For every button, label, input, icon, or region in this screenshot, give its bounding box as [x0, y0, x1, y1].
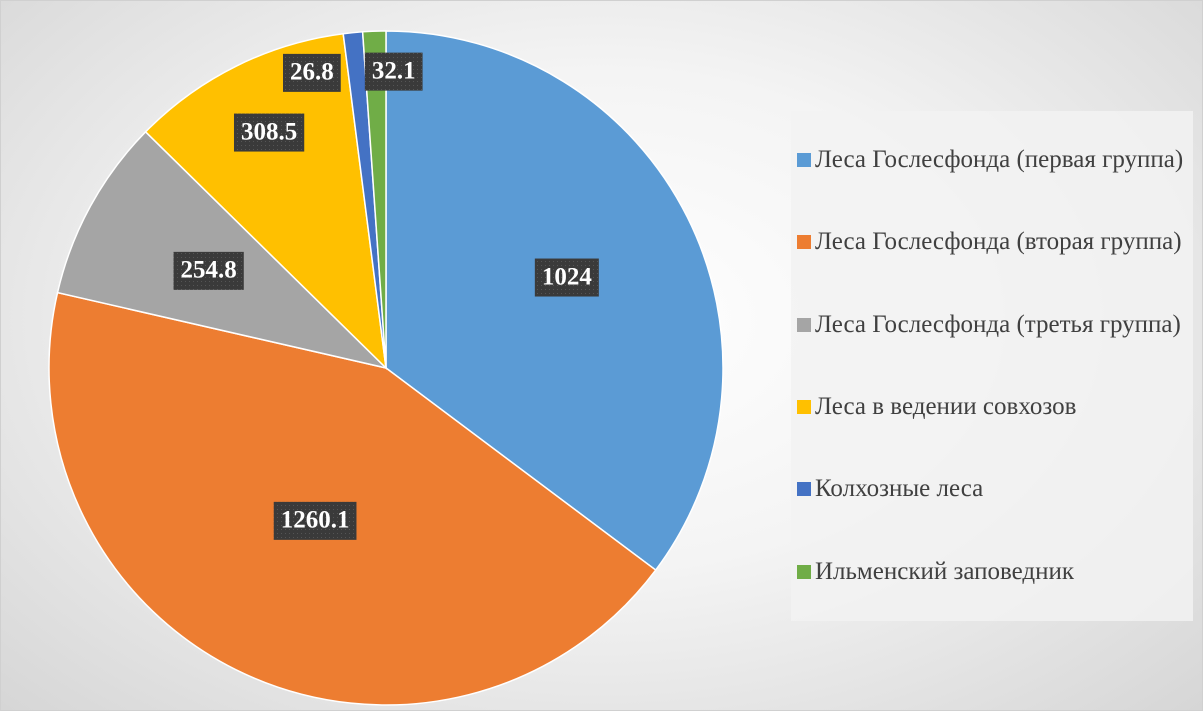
data-label-bg	[364, 52, 423, 91]
legend-item: Леса Гослесфонда (третья группа)	[791, 305, 1193, 345]
legend-label: Леса Гослесфонда (первая группа)	[815, 146, 1184, 174]
legend-item: Леса Гослесфонда (первая группа)	[791, 140, 1193, 180]
legend-item: Колхозные леса	[791, 469, 1193, 509]
legend-label: Леса Гослесфонда (третья группа)	[815, 310, 1181, 338]
legend-label: Леса Гослесфонда (вторая группа)	[815, 228, 1182, 256]
data-label-text: 26.8	[290, 59, 334, 86]
legend-swatch	[797, 317, 811, 332]
pie-slice	[361, 30, 387, 369]
data-label-text: 254.8	[181, 257, 237, 284]
legend-item: Леса в ведении совхозов	[791, 387, 1193, 427]
legend-label: Ильменский заповедник	[815, 557, 1075, 585]
data-label-text: 1024	[542, 263, 593, 290]
data-label: 26.8	[283, 53, 341, 92]
pie-slice	[385, 30, 724, 572]
legend-item: Ильменский заповедник	[791, 552, 1193, 592]
legend-label: Колхозные леса	[815, 475, 984, 503]
legend-swatch	[797, 400, 811, 415]
pie-slice	[48, 291, 657, 706]
legend-swatch	[797, 235, 811, 250]
data-label: 32.1	[364, 52, 423, 91]
data-label-bg	[283, 53, 341, 92]
legend-item: Леса Гослесфонда (вторая группа)	[791, 222, 1193, 262]
data-label: 254.8	[173, 251, 244, 290]
data-label: 308.5	[233, 113, 305, 152]
data-label-bg	[273, 501, 357, 540]
data-label: 1260.1	[273, 501, 357, 540]
data-label: 1024	[534, 258, 599, 297]
data-label-text: 1260.1	[281, 507, 350, 534]
data-label-bg	[233, 113, 305, 152]
pie-slice	[144, 32, 388, 371]
legend-label: Леса в ведении совхозов	[815, 393, 1077, 421]
legend: Леса Гослесфонда (первая группа) Леса Гос…	[791, 111, 1193, 621]
data-label-text: 32.1	[372, 57, 416, 84]
legend-swatch	[797, 153, 811, 168]
data-label-bg	[534, 258, 599, 297]
legend-swatch	[797, 564, 811, 579]
legend-swatch	[797, 482, 811, 497]
pie-slice	[56, 130, 389, 370]
data-label-text: 308.5	[241, 118, 297, 145]
data-label-bg	[173, 251, 244, 290]
